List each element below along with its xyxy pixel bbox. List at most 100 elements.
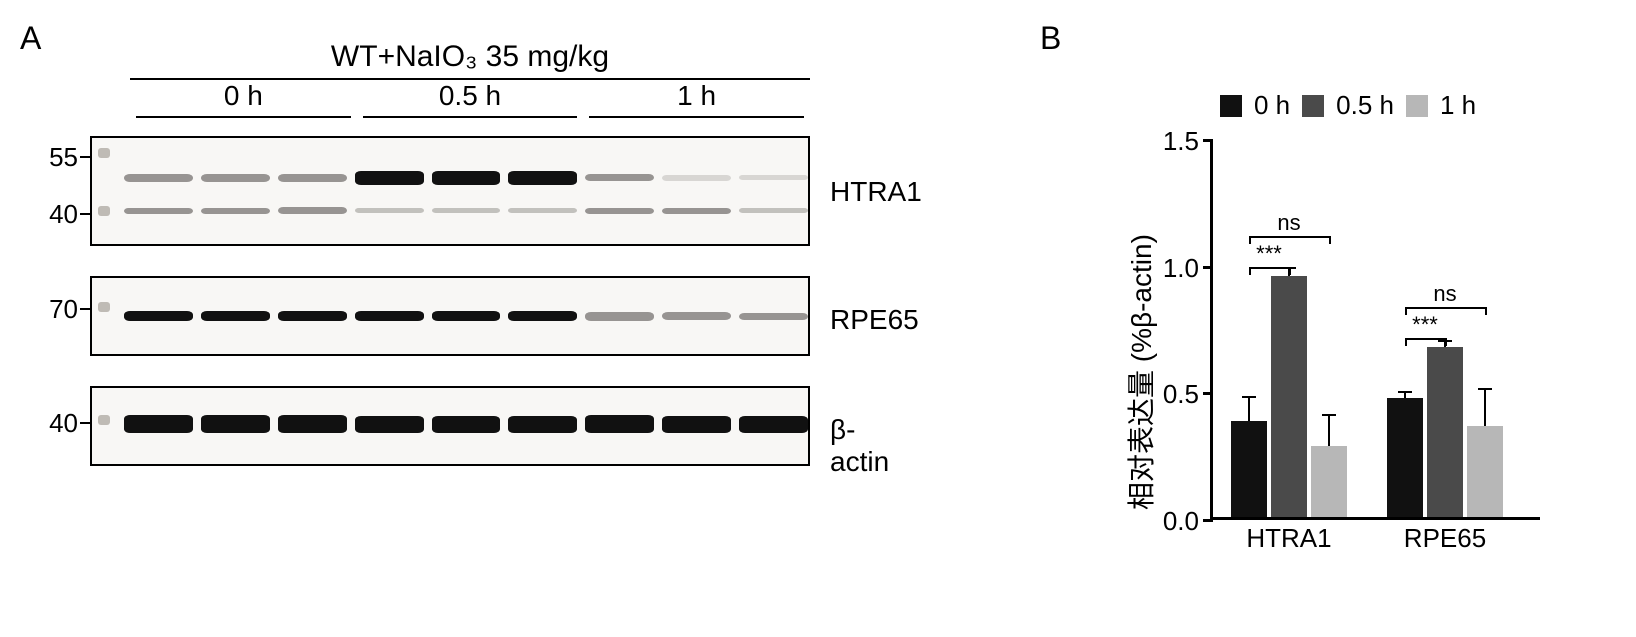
- significance-label: ns: [1405, 281, 1485, 307]
- lane: [735, 388, 810, 464]
- significance-line: [1405, 338, 1445, 340]
- y-tick: [1203, 266, 1213, 269]
- significance-line: [1249, 267, 1289, 269]
- y-tick-label: 0.0: [1153, 506, 1199, 537]
- blot-row-β-actin: 40β-actin: [90, 386, 870, 466]
- band: [508, 416, 577, 433]
- mw-label: 40: [28, 199, 78, 230]
- timepoint-underline: [363, 116, 578, 118]
- band: [585, 415, 654, 433]
- error-cap: [1478, 388, 1492, 390]
- band: [201, 311, 270, 321]
- blot-name-label: HTRA1: [830, 176, 922, 208]
- y-tick-label: 0.5: [1153, 379, 1199, 410]
- significance-tick: [1405, 307, 1407, 315]
- band: [585, 312, 654, 321]
- band: [508, 208, 577, 213]
- significance-tick: [1445, 338, 1447, 346]
- plot-area: 0.00.51.01.5HTRA1***nsRPE65***ns: [1210, 140, 1540, 520]
- error-bar: [1404, 393, 1406, 398]
- lane: [658, 138, 735, 244]
- band: [201, 208, 270, 214]
- significance-tick: [1329, 236, 1331, 244]
- condition-title: WT+NaIO₃ 35 mg/kg: [130, 40, 810, 74]
- band: [432, 416, 501, 433]
- band: [124, 415, 193, 433]
- lane: [428, 388, 505, 464]
- lane: [120, 138, 197, 244]
- significance-tick: [1289, 267, 1291, 275]
- band: [662, 208, 731, 214]
- lane: [197, 278, 274, 354]
- error-bar: [1248, 398, 1250, 421]
- band: [739, 175, 808, 180]
- panel-a-label: A: [20, 20, 41, 57]
- bar: [1271, 276, 1307, 517]
- bar: [1231, 421, 1267, 517]
- y-tick: [1203, 392, 1213, 395]
- blot-image-rpe65: [90, 276, 810, 356]
- lane: [274, 388, 351, 464]
- y-tick-label: 1.5: [1153, 126, 1199, 157]
- band: [355, 311, 424, 321]
- lane: [735, 278, 810, 354]
- significance-tick: [1405, 338, 1407, 346]
- band: [585, 208, 654, 214]
- lane: [197, 388, 274, 464]
- lane: [504, 278, 581, 354]
- band: [278, 207, 347, 214]
- blot-row-rpe65: 70RPE65: [90, 276, 870, 356]
- blot-image-β-actin: [90, 386, 810, 466]
- mw-label: 70: [28, 294, 78, 325]
- band: [662, 416, 731, 433]
- lane: [351, 278, 428, 354]
- band: [662, 312, 731, 320]
- band: [355, 208, 424, 213]
- western-blot-area: WT+NaIO₃ 35 mg/kg 0 h0.5 h1 h 5540HTRA17…: [90, 40, 870, 466]
- significance-label: ***: [1249, 241, 1289, 267]
- legend-swatch: [1220, 95, 1242, 117]
- bar: [1467, 426, 1503, 517]
- mw-tick: [80, 308, 90, 310]
- mw-marker-band: [98, 148, 110, 158]
- lane: [120, 388, 197, 464]
- band: [124, 174, 193, 182]
- band: [355, 416, 424, 433]
- timepoint-label: 0.5 h: [357, 80, 584, 112]
- blot-row-htra1: 5540HTRA1: [90, 136, 870, 246]
- legend-swatch: [1406, 95, 1428, 117]
- significance-line: [1249, 236, 1329, 238]
- band: [508, 171, 577, 185]
- band: [739, 208, 808, 213]
- band: [508, 311, 577, 321]
- legend-label: 0 h: [1254, 90, 1290, 121]
- lane: [581, 278, 658, 354]
- blot-image-htra1: [90, 136, 810, 246]
- band: [585, 174, 654, 181]
- band: [432, 311, 501, 321]
- error-bar: [1328, 416, 1330, 446]
- significance-tick: [1249, 236, 1251, 244]
- timepoint-underline: [136, 116, 351, 118]
- error-cap: [1322, 414, 1336, 416]
- band: [432, 171, 501, 185]
- significance-label: ***: [1405, 312, 1445, 338]
- mw-tick: [80, 422, 90, 424]
- panel-b: B 0 h0.5 h1 h 相对表达量 (%β-actin) 0.00.51.0…: [1040, 20, 1600, 617]
- lane: [197, 138, 274, 244]
- legend-label: 1 h: [1440, 90, 1476, 121]
- mw-label: 55: [28, 142, 78, 173]
- blots-container: 5540HTRA1 70RPE65 40β-actin: [90, 136, 870, 466]
- mw-tick: [80, 213, 90, 215]
- chart-legend: 0 h0.5 h1 h: [1220, 90, 1476, 121]
- bar: [1387, 398, 1423, 517]
- lane: [504, 138, 581, 244]
- y-tick: [1203, 519, 1213, 522]
- panel-a: A WT+NaIO₃ 35 mg/kg 0 h0.5 h1 h 5540HTRA…: [20, 20, 980, 617]
- lane: [274, 138, 351, 244]
- mw-marker-band: [98, 415, 110, 425]
- error-cap: [1398, 391, 1412, 393]
- y-tick-label: 1.0: [1153, 253, 1199, 284]
- lane: [658, 388, 735, 464]
- significance-tick: [1485, 307, 1487, 315]
